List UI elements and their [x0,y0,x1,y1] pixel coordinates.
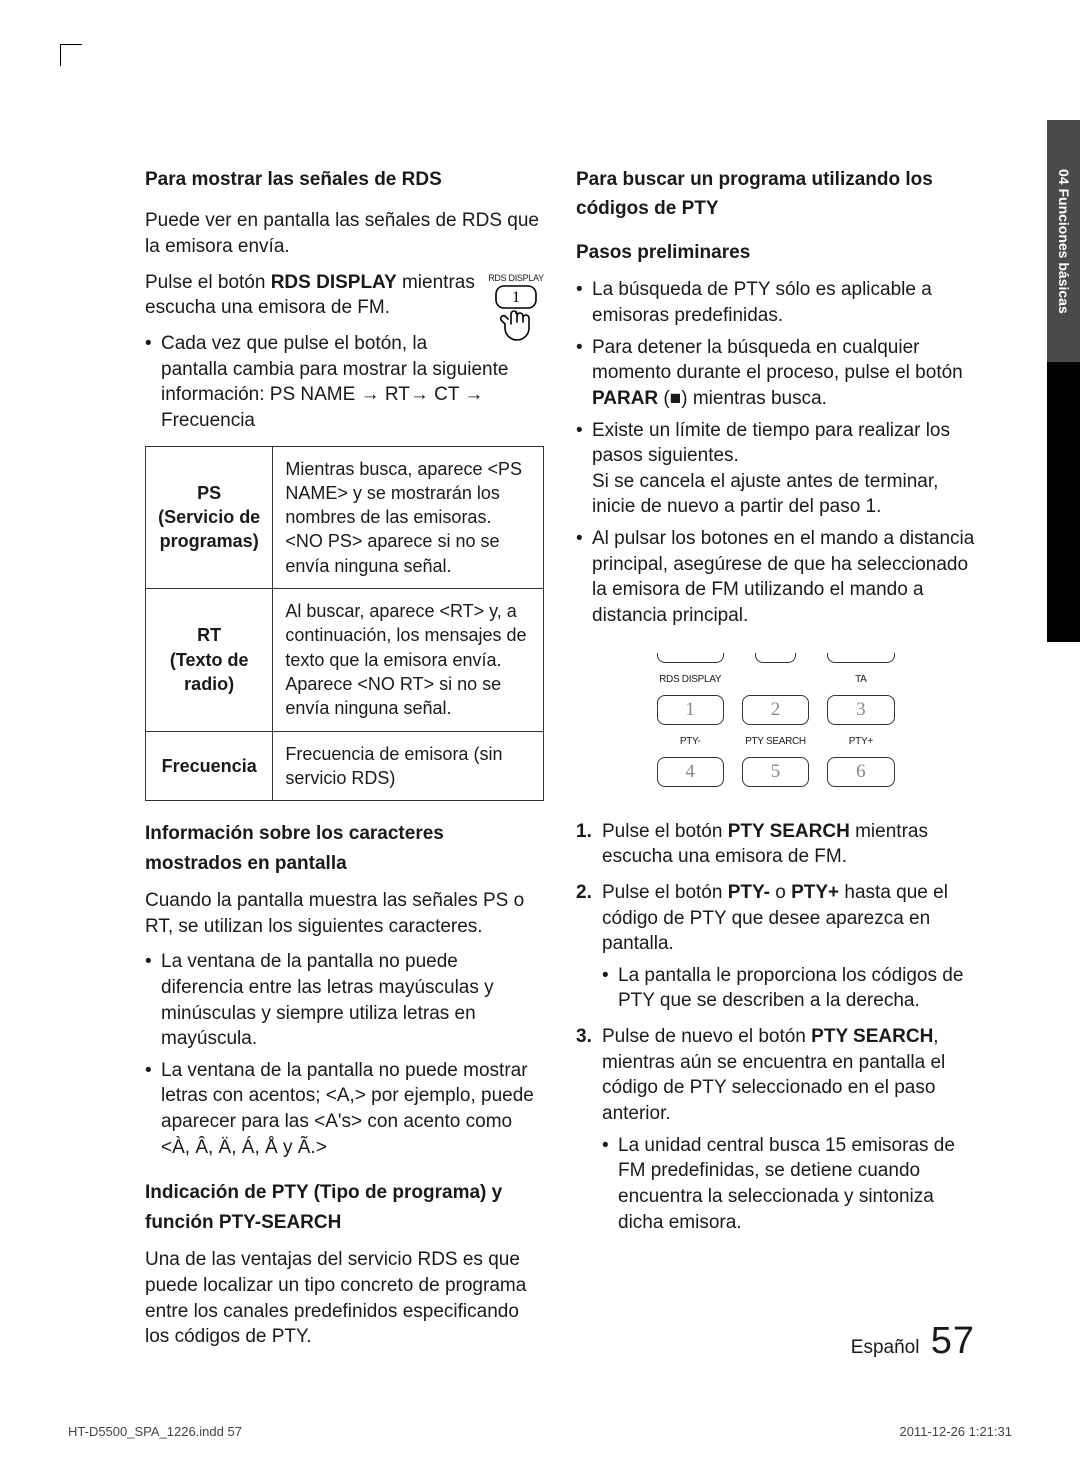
b-pty-minus: PTY- [728,882,770,903]
td-freq: Frecuencia de emisora (sin servicio RDS) [273,731,544,801]
li-case: La ventana de la pantalla no puede difer… [145,949,544,1052]
b-parar: PARAR [592,388,658,409]
crop-mark [60,44,82,66]
remote-btn-5: 5 [742,757,809,787]
table-row: RT(Texto de radio) Al buscar, aparece <R… [146,589,544,731]
footer-file: HT-D5500_SPA_1226.indd 57 [68,1423,242,1441]
remote-diagram: RDS DISPLAY TA 1 2 3 PTY- PTY SEARCH PTY… [651,647,901,797]
remote-label-ptyplus: PTY+ [827,735,894,747]
b-rds-display: RDS DISPLAY [271,272,397,293]
td-ps: Mientras busca, aparece <PS NAME> y se m… [273,446,544,588]
th-freq: Frecuencia [146,731,273,801]
svg-text:1: 1 [512,289,520,306]
chapter-tab: 04 Funciones básicas [1047,120,1080,362]
prelim-list: La búsqueda de PTY sólo es aplicable a e… [576,277,975,628]
side-black-bar [1047,362,1080,642]
step-3: Pulse de nuevo el botón PTY SEARCH, mien… [576,1024,975,1235]
page-content: Para mostrar las señales de RDS Puede ve… [145,165,975,1360]
remote-btn-2: 2 [742,695,809,725]
remote-stub [755,653,795,663]
step-2-note: La pantalla le proporciona los códigos d… [602,963,975,1014]
step-1: Pulse el botón PTY SEARCH mientras escuc… [576,819,975,870]
li-prelim-3: Existe un límite de tiempo para realizar… [576,418,975,521]
step-3-note: La unidad central busca 15 emisoras de F… [602,1133,975,1236]
remote-btn-1: 1 [657,695,724,725]
table-row: PS(Servicio de programas) Mientras busca… [146,446,544,588]
pty-steps: Pulse el botón PTY SEARCH mientras escuc… [576,819,975,1236]
li-accent: La ventana de la pantalla no puede mostr… [145,1058,544,1161]
li-cycle: Cada vez que pulse el botón, la pantalla… [145,331,544,434]
heading-rds: Para mostrar las señales de RDS [145,165,544,194]
b-pty-plus: PTY+ [791,882,839,903]
rds-cycle-list: Cada vez que pulse el botón, la pantalla… [145,331,544,434]
b-pty-search: PTY SEARCH [728,821,850,842]
p-pty: Una de las ventajas del servicio RDS es … [145,1247,544,1350]
remote-label-blank [742,673,809,685]
remote-label-ta: TA [827,673,894,685]
remote-label-ptyminus: PTY- [657,735,724,747]
icon-caption: RDS DISPLAY [488,272,544,284]
table-row: Frecuencia Frecuencia de emisora (sin se… [146,731,544,801]
footer-lang: Español [851,1337,920,1358]
heading-chars: Información sobre los caracteres mostrad… [145,819,544,878]
left-column: Para mostrar las señales de RDS Puede ve… [145,165,544,1360]
step-2: Pulse el botón PTY- o PTY+ hasta que el … [576,880,975,1014]
th-rt: RT(Texto de radio) [146,589,273,731]
footer-page: 57 [931,1320,975,1362]
remote-stub [657,653,724,663]
th-ps: PS(Servicio de programas) [146,446,273,588]
li-prelim-1: La búsqueda de PTY sólo es aplicable a e… [576,277,975,328]
li-prelim-4: Al pulsar los botones en el mando a dist… [576,526,975,629]
chars-list: La ventana de la pantalla no puede difer… [145,949,544,1160]
remote-btn-3: 3 [827,695,894,725]
footer-timestamp: 2011-12-26 1:21:31 [899,1423,1012,1441]
remote-stub [827,653,894,663]
p-rds-intro: Puede ver en pantalla las señales de RDS… [145,208,544,259]
p-chars: Cuando la pantalla muestra las señales P… [145,888,544,939]
heading-prelim: Pasos preliminares [576,238,975,267]
b-pty-search-2: PTY SEARCH [811,1026,933,1047]
td-rt: Al buscar, aparece <RT> y, a continuació… [273,589,544,731]
right-column: Para buscar un programa utilizando los c… [576,165,975,1360]
remote-btn-4: 4 [657,757,724,787]
heading-pty: Indicación de PTY (Tipo de programa) y f… [145,1178,544,1237]
remote-btn-6: 6 [827,757,894,787]
heading-search: Para buscar un programa utilizando los c… [576,165,975,224]
txt: Pulse el botón [145,272,271,293]
remote-label-rds: RDS DISPLAY [657,673,724,685]
li-prelim-2: Para detener la búsqueda en cualquier mo… [576,335,975,412]
remote-label-ptysearch: PTY SEARCH [742,735,809,747]
p-press-rds: Pulse el botón RDS DISPLAY mientras escu… [145,270,544,321]
page-footer: Español 57 [851,1316,975,1367]
rds-table: PS(Servicio de programas) Mientras busca… [145,446,544,802]
